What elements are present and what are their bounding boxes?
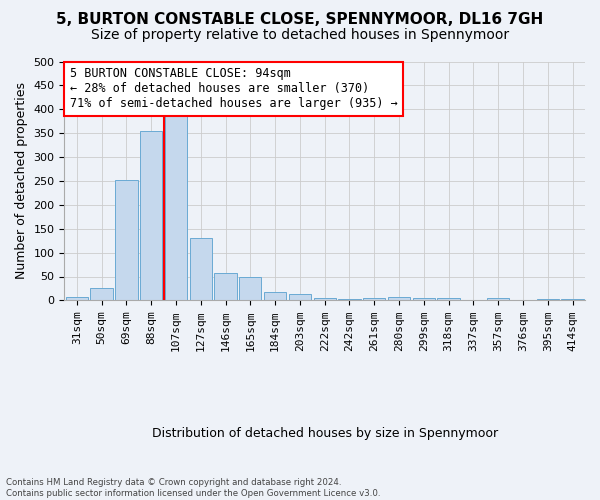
Text: Size of property relative to detached houses in Spennymoor: Size of property relative to detached ho… [91,28,509,42]
Bar [165,108,187,300]
Bar [239,277,262,300]
Bar [437,298,460,300]
Bar [115,180,137,300]
Y-axis label: Number of detached properties: Number of detached properties [15,82,28,280]
Bar [413,298,435,300]
Text: Contains HM Land Registry data © Crown copyright and database right 2024.
Contai: Contains HM Land Registry data © Crown c… [6,478,380,498]
Bar [91,288,113,300]
Bar [487,298,509,300]
Bar [214,272,236,300]
Bar [65,297,88,300]
Bar [289,294,311,300]
Bar [140,131,163,300]
X-axis label: Distribution of detached houses by size in Spennymoor: Distribution of detached houses by size … [152,427,498,440]
Bar [388,297,410,300]
Text: 5 BURTON CONSTABLE CLOSE: 94sqm
← 28% of detached houses are smaller (370)
71% o: 5 BURTON CONSTABLE CLOSE: 94sqm ← 28% of… [70,68,397,110]
Bar [536,299,559,300]
Bar [264,292,286,300]
Bar [338,299,361,300]
Bar [314,298,336,300]
Bar [363,298,385,300]
Bar [562,299,584,300]
Text: 5, BURTON CONSTABLE CLOSE, SPENNYMOOR, DL16 7GH: 5, BURTON CONSTABLE CLOSE, SPENNYMOOR, D… [56,12,544,28]
Bar [190,238,212,300]
